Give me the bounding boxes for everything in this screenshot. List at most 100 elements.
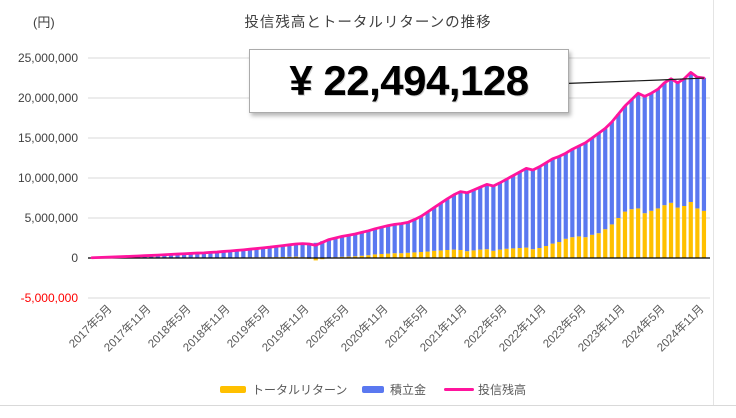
total-return-bar: [458, 250, 462, 258]
principal-bar: [478, 187, 482, 249]
total-return-bar: [695, 208, 699, 258]
principal-bar: [386, 226, 390, 254]
principal-bar: [610, 122, 614, 224]
total-return-bar: [557, 242, 561, 258]
principal-bar: [399, 224, 403, 254]
principal-bar: [629, 100, 633, 210]
principal-bar: [393, 224, 397, 253]
total-return-bar: [610, 224, 614, 258]
principal-bar: [425, 212, 429, 252]
total-return-bar: [386, 254, 390, 258]
principal-bar: [340, 236, 344, 256]
principal-bar: [491, 186, 495, 251]
principal-bar: [662, 83, 666, 205]
total-return-bar: [649, 211, 653, 258]
principal-bar: [294, 244, 298, 257]
legend-label-total-return: トータルリターン: [252, 381, 347, 398]
total-return-bar: [432, 251, 436, 258]
legend-swatch-principal: [362, 386, 384, 393]
principal-bar: [551, 159, 555, 244]
principal-bar: [702, 78, 706, 211]
principal-bar: [458, 192, 462, 250]
principal-bar: [333, 238, 337, 257]
total-return-bar: [676, 208, 680, 258]
total-return-bar: [531, 249, 535, 258]
legend-swatch-balance-line: [444, 388, 474, 391]
principal-bar: [360, 232, 364, 255]
total-return-bar: [656, 208, 660, 258]
principal-bar: [452, 195, 456, 250]
principal-bar: [445, 199, 449, 250]
total-return-bar: [689, 202, 693, 258]
principal-bar: [689, 72, 693, 202]
principal-bar: [518, 172, 522, 248]
principal-bar: [287, 245, 291, 257]
total-return-bar: [412, 252, 416, 258]
total-return-bar: [570, 237, 574, 258]
total-return-bar: [590, 235, 594, 258]
principal-bar: [511, 176, 515, 249]
principal-bar: [603, 128, 607, 229]
total-return-bar: [544, 246, 548, 258]
principal-bar: [649, 93, 653, 211]
total-return-bar: [393, 253, 397, 258]
principal-bar: [564, 153, 568, 239]
y-tick-label: 0: [0, 250, 78, 266]
principal-bar: [597, 133, 601, 233]
total-return-bar: [465, 251, 469, 258]
principal-bar: [695, 77, 699, 208]
total-return-bar: [669, 203, 673, 258]
principal-bar: [590, 138, 594, 235]
window-bottom-border: [0, 405, 736, 406]
total-return-bar: [636, 208, 640, 258]
total-return-bar: [616, 218, 620, 258]
legend-label-principal: 積立金: [390, 381, 426, 398]
y-tick-label: 20,000,000: [0, 90, 78, 106]
total-return-bar: [406, 253, 410, 258]
total-return-bar: [511, 248, 515, 258]
principal-bar: [544, 163, 548, 246]
principal-bar: [366, 231, 370, 255]
principal-bar: [406, 222, 410, 252]
principal-bar: [412, 220, 416, 253]
principal-bar: [419, 216, 423, 252]
y-tick-label: 25,000,000: [0, 50, 78, 66]
total-return-bar: [682, 206, 686, 258]
principal-bar: [570, 149, 574, 237]
y-tick-label: 5,000,000: [0, 210, 78, 226]
principal-bar: [373, 229, 377, 255]
principal-bar: [643, 96, 647, 213]
total-return-bar: [452, 250, 456, 258]
total-return-bar: [439, 250, 443, 258]
principal-bar: [504, 179, 508, 249]
principal-bar: [583, 143, 587, 237]
principal-bar: [557, 156, 561, 242]
principal-bar: [636, 93, 640, 208]
total-return-bar: [662, 205, 666, 258]
callout-box: ¥ 22,494,128: [249, 49, 569, 113]
principal-bar: [327, 240, 331, 258]
total-return-bar: [425, 252, 429, 258]
principal-bar: [379, 227, 383, 254]
principal-bar: [623, 106, 627, 212]
principal-bar: [432, 208, 436, 251]
legend-swatch-total-return: [220, 386, 246, 393]
principal-bar: [616, 114, 620, 218]
principal-bar: [465, 193, 469, 251]
total-return-bar: [623, 212, 627, 258]
principal-bar: [669, 79, 673, 203]
principal-bar: [353, 234, 357, 256]
total-return-bar: [445, 250, 449, 258]
y-tick-label: 15,000,000: [0, 130, 78, 146]
total-return-bar: [583, 237, 587, 258]
principal-bar: [531, 170, 535, 249]
total-return-bar: [485, 249, 489, 258]
total-return-bar: [577, 236, 581, 258]
total-return-bar: [643, 213, 647, 258]
principal-bar: [676, 83, 680, 208]
total-return-bar: [419, 252, 423, 258]
total-return-bar: [478, 250, 482, 258]
principal-bar: [300, 244, 304, 258]
total-return-bar: [603, 229, 607, 258]
total-return-bar: [551, 244, 555, 258]
